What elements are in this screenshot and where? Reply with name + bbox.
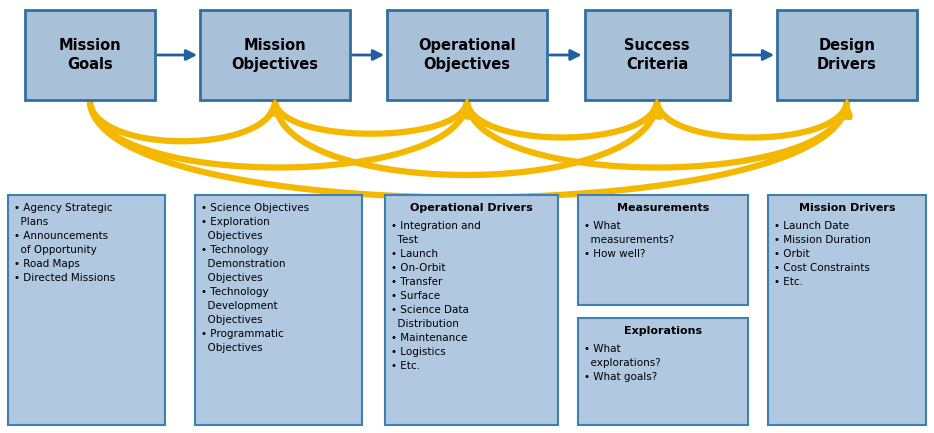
Text: • Logistics: • Logistics	[391, 347, 446, 357]
Text: of Opportunity: of Opportunity	[14, 245, 97, 255]
Text: Explorations: Explorations	[624, 326, 702, 336]
Text: • What: • What	[584, 221, 620, 231]
FancyBboxPatch shape	[200, 10, 350, 100]
FancyBboxPatch shape	[195, 195, 362, 425]
Text: • Road Maps: • Road Maps	[14, 259, 80, 269]
Text: measurements?: measurements?	[584, 235, 674, 245]
Text: Plans: Plans	[14, 217, 49, 227]
Text: • Orbit: • Orbit	[774, 249, 810, 259]
Text: • Directed Missions: • Directed Missions	[14, 273, 115, 283]
Text: • Cost Constraints: • Cost Constraints	[774, 263, 870, 273]
Text: • Maintenance: • Maintenance	[391, 333, 467, 343]
Text: • Science Data: • Science Data	[391, 305, 469, 315]
Text: • What: • What	[584, 344, 620, 354]
FancyBboxPatch shape	[585, 10, 729, 100]
Text: Operational Drivers: Operational Drivers	[410, 203, 533, 213]
Text: • What goals?: • What goals?	[584, 372, 658, 382]
Text: Development: Development	[201, 301, 277, 311]
Text: Demonstration: Demonstration	[201, 259, 286, 269]
FancyBboxPatch shape	[777, 10, 917, 100]
FancyBboxPatch shape	[578, 318, 748, 425]
Text: Mission
Goals: Mission Goals	[59, 38, 121, 72]
Text: • Launch: • Launch	[391, 249, 438, 259]
FancyBboxPatch shape	[768, 195, 926, 425]
FancyBboxPatch shape	[387, 10, 547, 100]
Text: Objectives: Objectives	[201, 315, 262, 325]
Text: Objectives: Objectives	[201, 231, 262, 241]
Text: • Announcements: • Announcements	[14, 231, 108, 241]
Text: • Programmatic: • Programmatic	[201, 329, 284, 339]
Text: Success
Criteria: Success Criteria	[624, 38, 690, 72]
Text: • Launch Date: • Launch Date	[774, 221, 849, 231]
FancyBboxPatch shape	[25, 10, 155, 100]
Text: Design
Drivers: Design Drivers	[817, 38, 877, 72]
Text: • Etc.: • Etc.	[391, 361, 420, 371]
Text: • Technology: • Technology	[201, 245, 269, 255]
Text: Objectives: Objectives	[201, 273, 262, 283]
Text: Objectives: Objectives	[201, 343, 262, 353]
Text: • On-Orbit: • On-Orbit	[391, 263, 446, 273]
Text: • Technology: • Technology	[201, 287, 269, 297]
Text: • Mission Duration: • Mission Duration	[774, 235, 870, 245]
FancyBboxPatch shape	[8, 195, 165, 425]
FancyBboxPatch shape	[385, 195, 558, 425]
Text: • Transfer: • Transfer	[391, 277, 443, 287]
Text: • Exploration: • Exploration	[201, 217, 270, 227]
Text: Operational
Objectives: Operational Objectives	[418, 38, 516, 72]
Text: • Surface: • Surface	[391, 291, 440, 301]
FancyBboxPatch shape	[578, 195, 748, 305]
Text: • Etc.: • Etc.	[774, 277, 803, 287]
Text: Test: Test	[391, 235, 418, 245]
Text: • Integration and: • Integration and	[391, 221, 481, 231]
Text: • Science Objectives: • Science Objectives	[201, 203, 309, 213]
Text: • How well?: • How well?	[584, 249, 645, 259]
Text: Mission
Objectives: Mission Objectives	[232, 38, 318, 72]
Text: Distribution: Distribution	[391, 319, 459, 329]
Text: Mission Drivers: Mission Drivers	[799, 203, 896, 213]
Text: explorations?: explorations?	[584, 358, 660, 368]
Text: • Agency Strategic: • Agency Strategic	[14, 203, 112, 213]
Text: Measurements: Measurements	[616, 203, 709, 213]
